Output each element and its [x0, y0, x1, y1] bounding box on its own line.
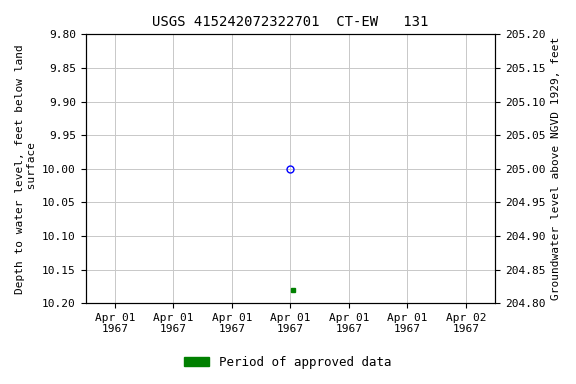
Y-axis label: Depth to water level, feet below land
 surface: Depth to water level, feet below land su…	[15, 44, 37, 294]
Title: USGS 415242072322701  CT-EW   131: USGS 415242072322701 CT-EW 131	[152, 15, 429, 29]
Y-axis label: Groundwater level above NGVD 1929, feet: Groundwater level above NGVD 1929, feet	[551, 37, 561, 300]
Legend: Period of approved data: Period of approved data	[179, 351, 397, 374]
